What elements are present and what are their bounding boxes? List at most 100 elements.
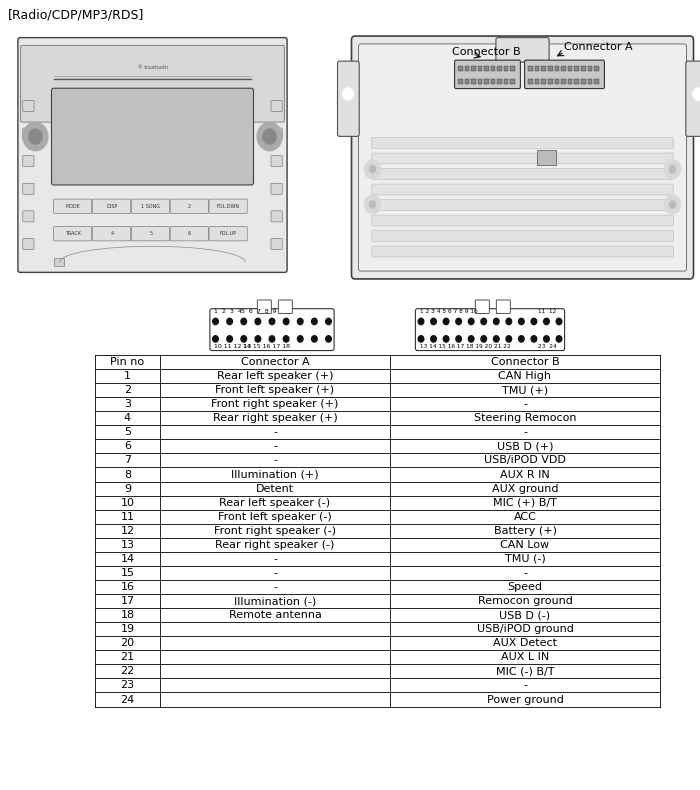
FancyBboxPatch shape [132, 227, 169, 241]
Text: 3: 3 [124, 399, 131, 409]
Text: 10: 10 [120, 498, 134, 508]
Bar [510, 79, 515, 84]
Circle shape [430, 318, 436, 325]
Text: 2: 2 [124, 386, 131, 395]
Bar [465, 66, 469, 71]
FancyBboxPatch shape [372, 184, 673, 195]
Bar [510, 66, 515, 71]
Text: -: - [523, 427, 527, 438]
FancyBboxPatch shape [258, 300, 272, 314]
Bar [536, 149, 556, 165]
FancyBboxPatch shape [23, 128, 34, 139]
FancyBboxPatch shape [372, 215, 673, 226]
Text: TRACK: TRACK [65, 231, 81, 236]
Circle shape [443, 318, 449, 325]
Bar [458, 66, 463, 71]
Text: Connector B: Connector B [491, 357, 559, 367]
FancyBboxPatch shape [209, 227, 247, 241]
Text: MIC (+) B/T: MIC (+) B/T [493, 498, 557, 508]
Bar [568, 66, 573, 71]
Bar [535, 79, 540, 84]
Circle shape [494, 318, 499, 325]
FancyBboxPatch shape [372, 137, 673, 149]
Circle shape [227, 336, 232, 342]
FancyBboxPatch shape [686, 61, 700, 137]
Text: 17: 17 [120, 596, 134, 606]
Bar [491, 66, 496, 71]
Circle shape [262, 129, 276, 145]
Text: Steering Remocon: Steering Remocon [474, 413, 576, 423]
Text: 8: 8 [124, 469, 131, 480]
Text: -: - [273, 427, 277, 438]
Circle shape [298, 318, 303, 325]
FancyBboxPatch shape [337, 61, 359, 137]
Circle shape [481, 318, 486, 325]
FancyBboxPatch shape [92, 199, 131, 213]
FancyBboxPatch shape [372, 153, 673, 164]
Text: AUX Detect: AUX Detect [493, 638, 557, 649]
Circle shape [531, 336, 537, 342]
FancyBboxPatch shape [23, 156, 34, 167]
Text: 5: 5 [149, 231, 153, 236]
Bar [554, 79, 559, 84]
FancyBboxPatch shape [210, 309, 334, 351]
Text: 16: 16 [120, 582, 134, 592]
Circle shape [213, 318, 218, 325]
Circle shape [213, 336, 218, 342]
FancyBboxPatch shape [271, 239, 282, 250]
Bar [594, 79, 599, 84]
Text: -: - [273, 582, 277, 592]
Circle shape [468, 336, 474, 342]
Circle shape [270, 318, 275, 325]
Text: -: - [273, 442, 277, 451]
Bar [581, 66, 586, 71]
Text: 11: 11 [120, 512, 134, 521]
Bar [504, 66, 508, 71]
Text: AUX L IN: AUX L IN [501, 653, 549, 662]
Circle shape [364, 160, 381, 179]
Text: 7: 7 [124, 456, 131, 465]
Circle shape [519, 318, 524, 325]
Circle shape [418, 336, 424, 342]
Text: Illumination (+): Illumination (+) [231, 469, 318, 480]
Bar [497, 66, 502, 71]
Circle shape [257, 122, 282, 151]
Text: 11  12: 11 12 [538, 309, 557, 314]
Text: 1 2 3 4 5 6 7 8 9 10: 1 2 3 4 5 6 7 8 9 10 [419, 309, 477, 314]
Text: -: - [523, 399, 527, 409]
FancyBboxPatch shape [271, 100, 282, 111]
Text: 15: 15 [120, 568, 134, 578]
Bar [465, 79, 469, 84]
Text: Remote antenna: Remote antenna [229, 610, 321, 620]
Circle shape [531, 318, 537, 325]
Text: Power ground: Power ground [486, 694, 564, 705]
Text: -: - [273, 568, 277, 578]
Text: CAN Low: CAN Low [500, 540, 550, 550]
Text: 10 11 12 13: 10 11 12 13 [214, 344, 251, 349]
FancyBboxPatch shape [372, 231, 673, 242]
FancyBboxPatch shape [496, 38, 549, 62]
FancyBboxPatch shape [415, 309, 565, 351]
Bar [588, 66, 592, 71]
Circle shape [255, 318, 260, 325]
Bar [497, 79, 502, 84]
Circle shape [506, 336, 512, 342]
Circle shape [255, 336, 260, 342]
Text: USB/iPOD VDD: USB/iPOD VDD [484, 456, 566, 465]
Text: 4: 4 [124, 413, 131, 423]
FancyBboxPatch shape [21, 45, 284, 122]
Circle shape [227, 318, 232, 325]
Circle shape [664, 195, 681, 214]
Circle shape [430, 336, 436, 342]
Text: Rear right speaker (-): Rear right speaker (-) [216, 540, 335, 550]
FancyBboxPatch shape [92, 227, 131, 241]
FancyBboxPatch shape [372, 200, 673, 210]
Text: Detent: Detent [256, 483, 294, 494]
Circle shape [456, 336, 461, 342]
Text: Connector A: Connector A [564, 42, 633, 52]
Text: Pin no: Pin no [111, 357, 145, 367]
Text: MODE: MODE [66, 204, 80, 209]
FancyBboxPatch shape [23, 211, 34, 222]
Circle shape [342, 88, 354, 100]
Circle shape [364, 195, 381, 214]
